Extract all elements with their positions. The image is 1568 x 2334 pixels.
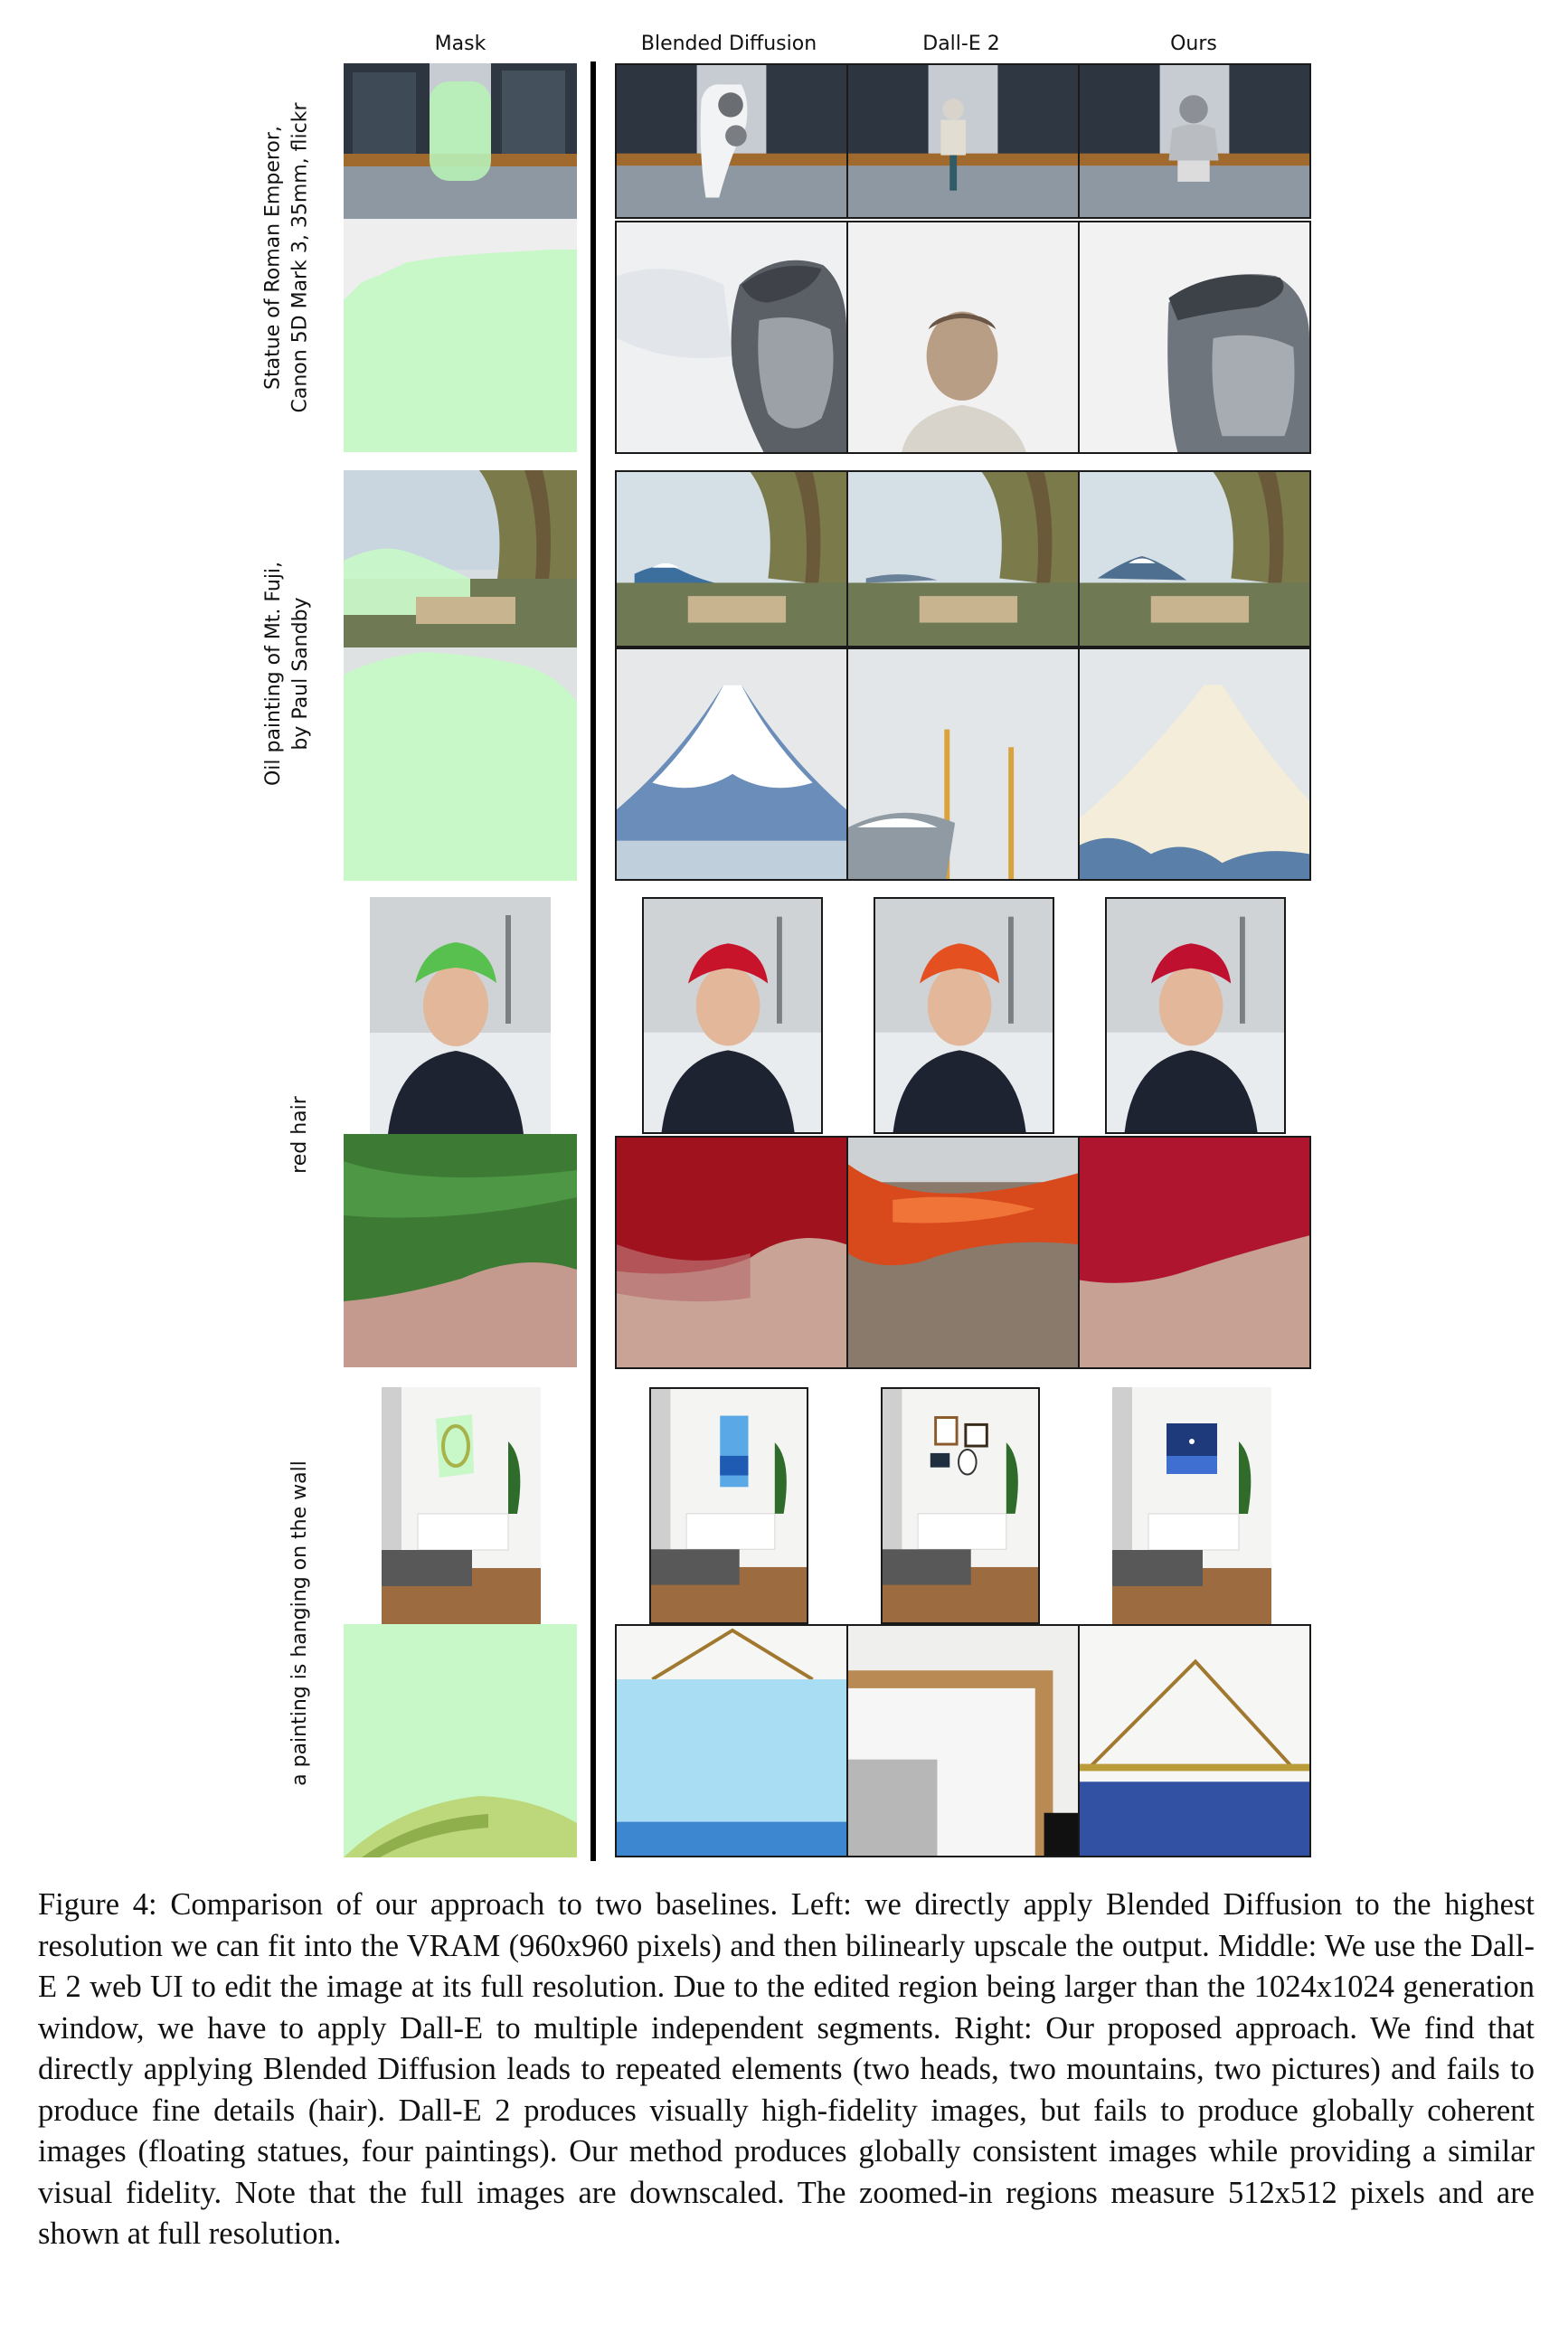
mask-full-hair bbox=[370, 897, 551, 1134]
row-label-line2: by Paul Sandby bbox=[289, 597, 312, 751]
mask-full-fuji bbox=[344, 470, 577, 647]
column-header-blended-diffusion: Blended Diffusion bbox=[640, 33, 817, 55]
blended-full-statue bbox=[615, 63, 848, 219]
blended-full-hair bbox=[642, 897, 823, 1134]
ours-full-hair bbox=[1105, 897, 1286, 1134]
row-label-red-hair: red hair bbox=[273, 895, 327, 1375]
ours-zoom-hair bbox=[1078, 1136, 1311, 1369]
dalle-zoom-hair bbox=[846, 1136, 1080, 1369]
row-label-painting: a painting is hanging on the wall bbox=[273, 1384, 327, 1863]
blended-zoom-fuji bbox=[615, 647, 848, 881]
mask-zoom-room bbox=[344, 1624, 577, 1857]
ours-zoom-statue bbox=[1078, 221, 1311, 454]
column-header-dalle2: Dall-E 2 bbox=[922, 33, 1000, 55]
mask-zoom-statue bbox=[344, 219, 577, 452]
dalle-full-statue bbox=[846, 63, 1080, 219]
ours-zoom-fuji bbox=[1078, 647, 1311, 881]
figure-caption: Figure 4: Comparison of our approach to … bbox=[38, 1887, 1535, 2251]
blended-zoom-room bbox=[615, 1624, 848, 1857]
row-label-line1: Statue of Roman Emperor, bbox=[262, 126, 285, 390]
ours-full-fuji bbox=[1078, 470, 1311, 647]
mask-zoom-hair bbox=[344, 1134, 577, 1367]
row-label-line1: Oil painting of Mt. Fuji, bbox=[262, 561, 285, 787]
mask-zoom-fuji bbox=[344, 647, 577, 881]
row-label-line2: Canon 5D Mark 3, 35mm, flickr bbox=[289, 102, 312, 413]
blended-full-room bbox=[649, 1387, 808, 1624]
dalle-zoom-fuji bbox=[846, 647, 1080, 881]
column-header-mask: Mask bbox=[434, 33, 486, 55]
ours-full-room bbox=[1112, 1387, 1271, 1624]
blended-zoom-statue bbox=[615, 221, 848, 454]
dalle-zoom-room bbox=[846, 1624, 1080, 1857]
row-label-statue: Statue of Roman Emperor, Canon 5D Mark 3… bbox=[260, 63, 315, 452]
vertical-divider bbox=[590, 61, 596, 1861]
dalle-full-room bbox=[881, 1387, 1040, 1624]
dalle-full-hair bbox=[874, 897, 1054, 1134]
dalle-full-fuji bbox=[846, 470, 1080, 647]
ours-full-statue bbox=[1078, 63, 1311, 219]
blended-zoom-hair bbox=[615, 1136, 848, 1369]
dalle-zoom-statue bbox=[846, 221, 1080, 454]
row-label-line1: a painting is hanging on the wall bbox=[288, 1460, 312, 1786]
row-label-line1: red hair bbox=[288, 1096, 312, 1174]
mask-full-room bbox=[382, 1387, 541, 1624]
mask-full-statue bbox=[344, 63, 577, 219]
ours-zoom-room bbox=[1078, 1624, 1311, 1857]
row-label-fuji: Oil painting of Mt. Fuji, by Paul Sandby bbox=[260, 470, 315, 877]
blended-full-fuji bbox=[615, 470, 848, 647]
column-header-ours: Ours bbox=[1170, 33, 1217, 55]
